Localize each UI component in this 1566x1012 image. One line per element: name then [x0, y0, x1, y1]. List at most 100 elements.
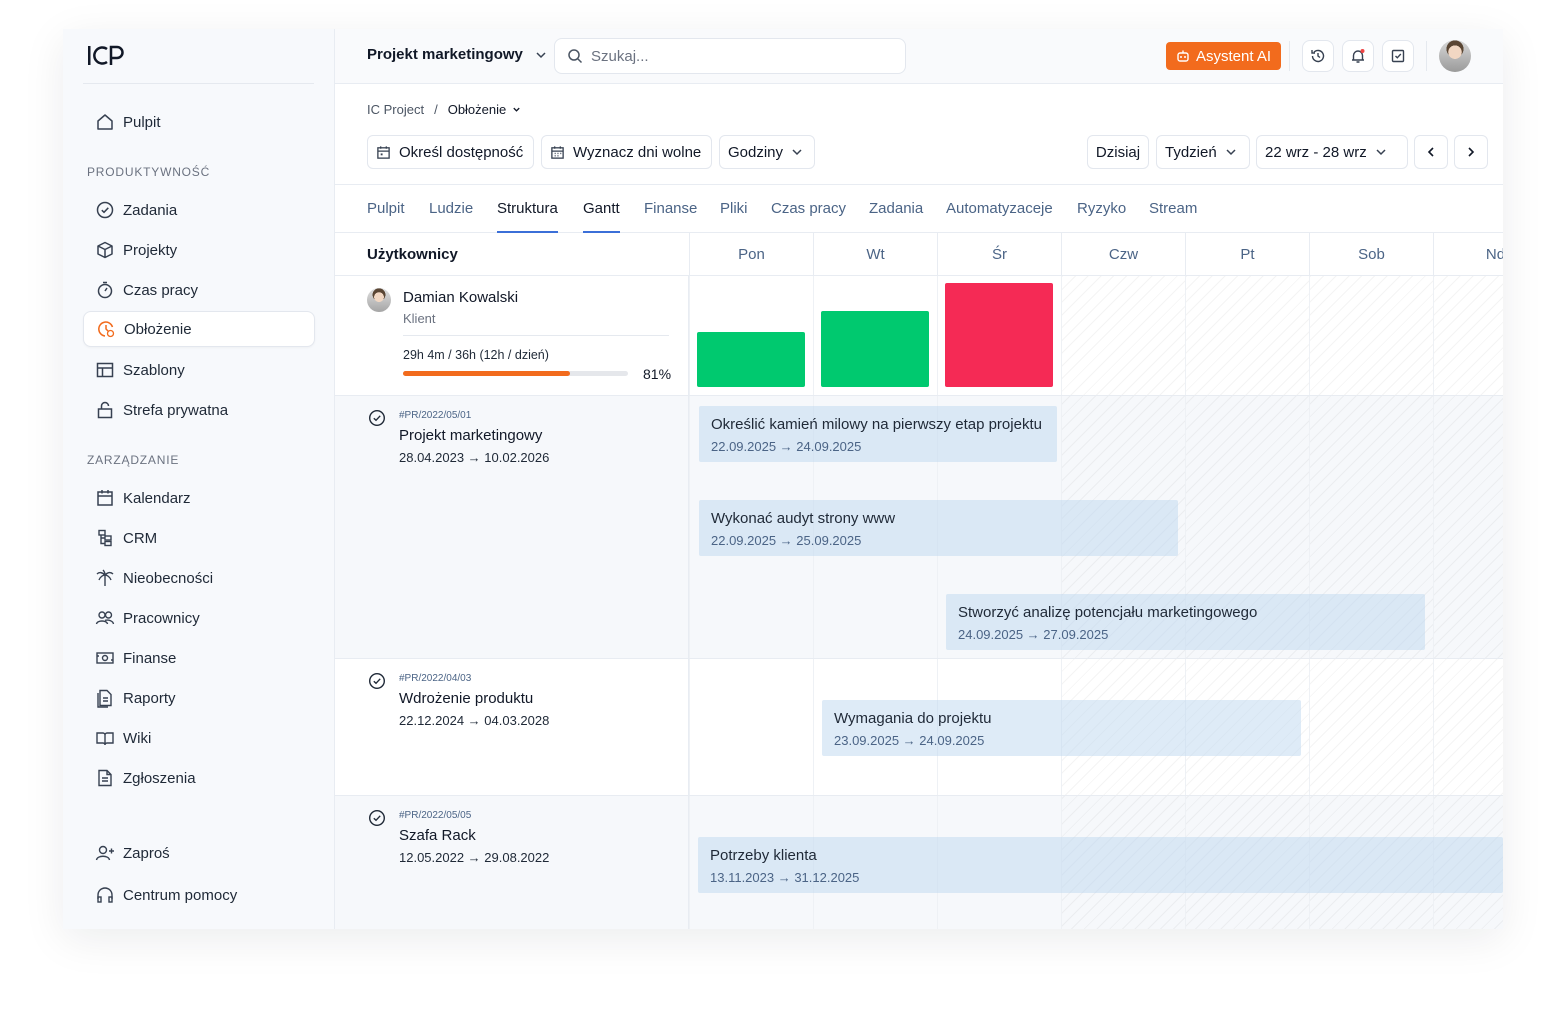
- gantt-task-bar[interactable]: Stworzyć analizę potencjału marketingowe…: [946, 594, 1425, 650]
- gantt-task-bar[interactable]: Określić kamień milowy na pierwszy etap …: [699, 406, 1057, 462]
- chevron-right-icon: [1468, 147, 1475, 157]
- tab-czas-pracy[interactable]: Czas pracy: [771, 200, 847, 217]
- day-header-thu: Czw: [1061, 233, 1185, 276]
- user-name[interactable]: Damian Kowalski: [403, 289, 519, 306]
- project-code: #PR/2022/05/05: [399, 810, 472, 821]
- next-week-button[interactable]: [1454, 135, 1488, 169]
- report-icon: [97, 689, 112, 708]
- task-dates: 22.09.2025 → 25.09.2025: [711, 533, 862, 548]
- day-column: [689, 276, 813, 929]
- sidebar-item-label: Zaproś: [123, 844, 170, 862]
- sidebar-item-obciazenie[interactable]: Obłożenie: [83, 311, 315, 347]
- user-plus-icon: [95, 845, 114, 861]
- tasks-button[interactable]: [1382, 40, 1414, 72]
- tab-finanse[interactable]: Finanse: [644, 200, 698, 217]
- days-off-label: Wyznacz dni wolne: [573, 143, 702, 161]
- user-hours: 29h 4m / 36h (12h / dzień): [403, 348, 549, 362]
- sidebar-item-strefa-prywatna[interactable]: Strefa prywatna: [83, 392, 315, 428]
- day-header-sat: Sob: [1309, 233, 1433, 276]
- task-dates: 13.11.2023 → 31.12.2025: [710, 870, 860, 885]
- unit-select-label: Godziny: [728, 143, 784, 161]
- sidebar-item-czas-pracy[interactable]: Czas pracy: [83, 272, 315, 308]
- section-productivity: PRODUKTYWNOŚĆ: [87, 165, 211, 179]
- sidebar-item-zadania[interactable]: Zadania: [83, 192, 315, 228]
- money-icon: [96, 652, 114, 664]
- sidebar-item-centrum-pomocy[interactable]: Centrum pomocy: [83, 877, 315, 913]
- project-code: #PR/2022/05/01: [399, 410, 472, 421]
- tab-gantt[interactable]: Gantt: [583, 200, 620, 233]
- daily-load-bar-wed[interactable]: [945, 283, 1053, 387]
- daily-load-bar-mon[interactable]: [697, 332, 805, 387]
- tab-pliki[interactable]: Pliki: [720, 200, 748, 217]
- tab-automatyzacje[interactable]: Automatyzaceje: [946, 200, 1053, 217]
- sidebar-item-zapros[interactable]: Zaproś: [83, 835, 315, 871]
- search-input[interactable]: [591, 47, 891, 65]
- date-range-select[interactable]: 22 wrz - 28 wrz: [1256, 135, 1408, 169]
- sidebar-item-kalendarz[interactable]: Kalendarz: [83, 480, 315, 516]
- task-dates: 23.09.2025 → 24.09.2025: [834, 733, 985, 748]
- sidebar-item-wiki[interactable]: Wiki: [83, 720, 315, 756]
- availability-label: Określ dostępność: [399, 143, 524, 161]
- breadcrumb-separator: /: [434, 102, 438, 117]
- date-range-label: 22 wrz - 28 wrz: [1265, 143, 1367, 161]
- project-name[interactable]: Szafa Rack: [399, 827, 476, 844]
- sidebar-item-label: Finanse: [123, 649, 177, 667]
- sidebar-item-crm[interactable]: CRM: [83, 520, 315, 556]
- sidebar-item-szablony[interactable]: Szablony: [83, 352, 315, 388]
- user-avatar[interactable]: [1439, 40, 1471, 72]
- layout-icon: [96, 362, 114, 378]
- history-button[interactable]: [1302, 40, 1334, 72]
- sidebar-item-label: Szablony: [123, 361, 185, 379]
- sidebar-item-pracownicy[interactable]: Pracownicy: [83, 600, 315, 636]
- sidebar-item-raporty[interactable]: Raporty: [83, 680, 315, 716]
- tab-pulpit[interactable]: Pulpit: [367, 200, 405, 217]
- tab-zadania[interactable]: Zadania: [869, 200, 924, 217]
- days-off-button[interactable]: Wyznacz dni wolne: [541, 135, 712, 169]
- project-selector[interactable]: Projekt marketingowy: [367, 46, 547, 63]
- tab-ludzie[interactable]: Ludzie: [429, 200, 474, 217]
- breadcrumb-root[interactable]: IC Project: [367, 102, 425, 117]
- sidebar: Pulpit PRODUKTYWNOŚĆ Zadania Projekty Cz…: [63, 29, 335, 929]
- sidebar-item-nieobecnosci[interactable]: Nieobecności: [83, 560, 315, 596]
- sidebar-item-pulpit[interactable]: Pulpit: [83, 104, 315, 140]
- sidebar-item-label: Pracownicy: [123, 609, 200, 627]
- day-header-sun: Nd: [1433, 233, 1503, 276]
- prev-week-button[interactable]: [1414, 135, 1448, 169]
- day-header-mon: Pon: [689, 233, 813, 276]
- chevron-down-icon: [513, 107, 520, 112]
- gantt-task-bar[interactable]: Potrzeby klienta 13.11.2023 → 31.12.2025: [698, 837, 1503, 893]
- search-box[interactable]: [554, 38, 906, 74]
- today-label: Dzisiaj: [1095, 143, 1141, 161]
- logo[interactable]: [87, 43, 127, 69]
- chevron-left-icon: [1427, 147, 1434, 157]
- view-select[interactable]: Tydzień: [1156, 135, 1250, 169]
- notifications-button[interactable]: [1342, 40, 1374, 72]
- today-button[interactable]: Dzisiaj: [1087, 135, 1149, 169]
- box-icon: [97, 241, 113, 259]
- palm-icon: [96, 569, 114, 586]
- project-name[interactable]: Wdrożenie produktu: [399, 690, 534, 707]
- unit-select[interactable]: Godziny: [719, 135, 815, 169]
- check-circle-icon: [368, 409, 386, 427]
- history-icon: [1311, 49, 1325, 63]
- workload-icon: [98, 321, 115, 338]
- gantt-task-bar[interactable]: Wykonać audyt strony www 22.09.2025 → 25…: [699, 500, 1178, 556]
- task-dates: 22.09.2025 → 24.09.2025: [711, 439, 862, 454]
- ai-assistant-button[interactable]: Asystent AI: [1166, 42, 1282, 70]
- availability-button[interactable]: Określ dostępność: [367, 135, 534, 169]
- daily-load-bar-tue[interactable]: [821, 311, 929, 387]
- users-icon: [95, 611, 115, 625]
- calendar-icon: [377, 145, 390, 159]
- sidebar-item-zgloszenia[interactable]: Zgłoszenia: [83, 760, 315, 796]
- gantt-task-bar[interactable]: Wymagania do projektu 23.09.2025 → 24.09…: [822, 700, 1301, 756]
- tab-stream[interactable]: Stream: [1149, 200, 1198, 217]
- headphones-icon: [97, 887, 113, 903]
- tab-struktura[interactable]: Struktura: [497, 200, 558, 233]
- breadcrumb-current[interactable]: Obłożenie: [448, 102, 522, 117]
- sidebar-item-finanse[interactable]: Finanse: [83, 640, 315, 676]
- tab-ryzyko[interactable]: Ryzyko: [1077, 200, 1127, 217]
- crm-icon: [98, 529, 112, 547]
- project-name[interactable]: Projekt marketingowy: [399, 427, 543, 444]
- sidebar-item-projekty[interactable]: Projekty: [83, 232, 315, 268]
- day-header-wed: Śr: [937, 233, 1061, 276]
